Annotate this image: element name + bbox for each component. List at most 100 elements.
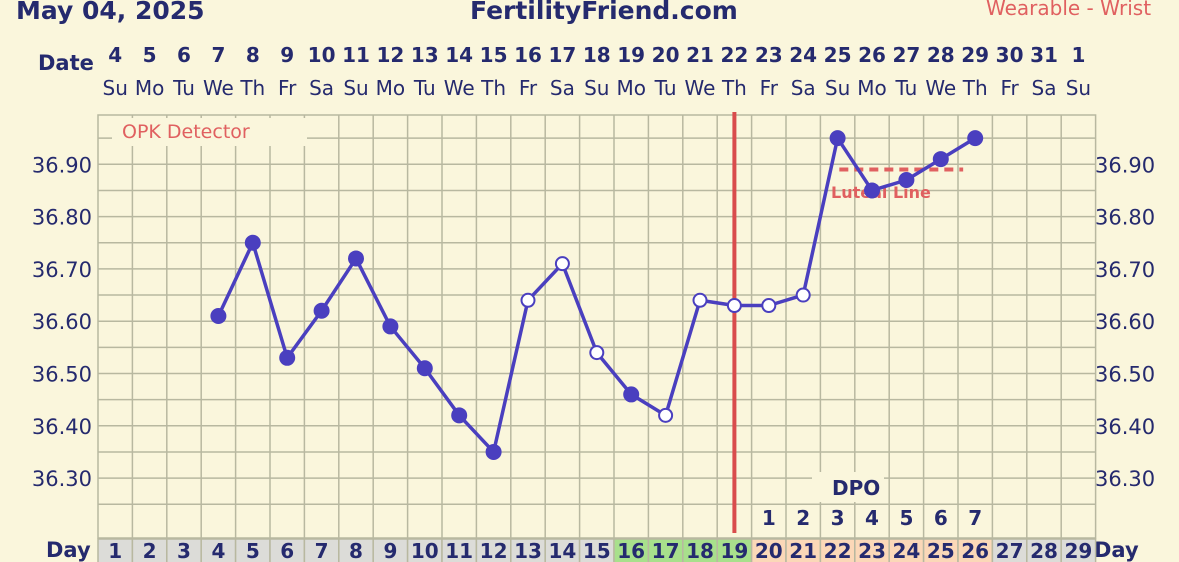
temperature-point (313, 302, 330, 319)
day-number: 20 (755, 539, 783, 562)
weekday-label: We (203, 76, 234, 100)
day-row-label-right: Day (1094, 538, 1139, 562)
temperature-point (520, 292, 536, 308)
day-number: 15 (583, 539, 611, 562)
y-tick-right: 36.50 (1095, 363, 1155, 387)
weekday-label: Th (239, 76, 265, 100)
opk-legend: OPK Detector (122, 121, 250, 143)
date-label: 28 (927, 43, 955, 67)
date-label: 9 (280, 43, 294, 67)
date-label: 19 (617, 43, 645, 67)
day-number: 16 (617, 539, 645, 562)
day-number: 11 (445, 539, 473, 562)
date-label: 11 (342, 43, 370, 67)
temperature-point (623, 386, 640, 403)
y-tick-left: 36.30 (32, 467, 92, 491)
day-number: 7 (315, 539, 329, 562)
temperature-point (726, 298, 742, 314)
weekday-label: Th (962, 76, 988, 100)
luteal-line-label: Luteal Line (831, 183, 931, 202)
weekday-label: Fr (278, 76, 297, 100)
date-label: 12 (376, 43, 404, 67)
plot-area (97, 114, 1097, 539)
date-label: 16 (514, 43, 542, 67)
temperature-point (416, 360, 433, 377)
weekday-label: Fr (519, 76, 538, 100)
date-label: 4 (108, 43, 122, 67)
temperature-point (795, 287, 811, 303)
weekday-label: Mo (857, 76, 887, 100)
weekday-label: Su (584, 76, 609, 100)
y-tick-right: 36.60 (1095, 310, 1155, 334)
temperature-point (658, 407, 674, 423)
day-number: 8 (349, 539, 363, 562)
day-number: 4 (211, 539, 225, 562)
weekday-label: Mo (135, 76, 165, 100)
weekday-label: Su (825, 76, 850, 100)
y-tick-right: 36.30 (1095, 467, 1155, 491)
date-label: 30 (996, 43, 1024, 67)
date-label: 14 (445, 43, 473, 67)
day-number: 29 (1064, 539, 1092, 562)
y-tick-right: 36.90 (1095, 153, 1155, 177)
day-number: 23 (858, 539, 886, 562)
date-label: 22 (720, 43, 748, 67)
temperature-point (692, 292, 708, 308)
temperature-point (898, 171, 915, 188)
dpo-number: 5 (899, 506, 913, 530)
y-tick-left: 36.90 (32, 153, 92, 177)
day-number: 2 (143, 539, 157, 562)
weekday-label: We (685, 76, 716, 100)
day-number: 6 (280, 539, 294, 562)
day-number: 21 (789, 539, 817, 562)
weekday-label: We (925, 76, 956, 100)
day-number: 9 (383, 539, 397, 562)
dpo-number: 2 (796, 506, 810, 530)
temperature-point (589, 345, 605, 361)
temperature-point (967, 130, 984, 147)
dpo-number: 6 (934, 506, 948, 530)
date-label: 1 (1071, 43, 1085, 67)
temperature-series (210, 130, 984, 460)
date-label: 29 (961, 43, 989, 67)
weekday-label: Sa (1032, 76, 1057, 100)
temperature-point (382, 318, 399, 335)
weekday-label: We (444, 76, 475, 100)
date-label: 31 (1030, 43, 1058, 67)
weekday-label: Sa (309, 76, 334, 100)
weekday-label: Su (1066, 76, 1091, 100)
dpo-number: 4 (865, 506, 879, 530)
weekday-label: Th (721, 76, 747, 100)
date-label: 25 (824, 43, 852, 67)
date-label: 15 (480, 43, 508, 67)
y-tick-left: 36.70 (32, 258, 92, 282)
dpo-label: DPO (832, 476, 880, 500)
weekday-label: Tu (413, 76, 436, 100)
dpo-number: 7 (968, 506, 982, 530)
day-number: 14 (548, 539, 576, 562)
weekday-label: Tu (172, 76, 195, 100)
day-number: 22 (824, 539, 852, 562)
temperature-point (210, 307, 227, 324)
day-number: 17 (652, 539, 680, 562)
dpo-number: 1 (762, 506, 776, 530)
chart-grid (97, 114, 1097, 539)
date-label: 26 (858, 43, 886, 67)
temperature-point (244, 234, 261, 251)
day-number: 27 (996, 539, 1024, 562)
date-label: 10 (308, 43, 336, 67)
day-number: 13 (514, 539, 542, 562)
date-labels: 4Su5Mo6Tu7We8Th9Fr10Sa11Su12Mo13Tu14We15… (103, 43, 1092, 100)
date-label: 18 (583, 43, 611, 67)
weekday-label: Su (103, 76, 128, 100)
y-tick-left: 36.60 (32, 310, 92, 334)
dpo-label-box (812, 472, 884, 502)
date-label: 8 (246, 43, 260, 67)
day-number: 10 (411, 539, 439, 562)
date-label: 5 (143, 43, 157, 67)
day-number: 19 (720, 539, 748, 562)
date-label: 17 (548, 43, 576, 67)
weekday-label: Mo (376, 76, 406, 100)
